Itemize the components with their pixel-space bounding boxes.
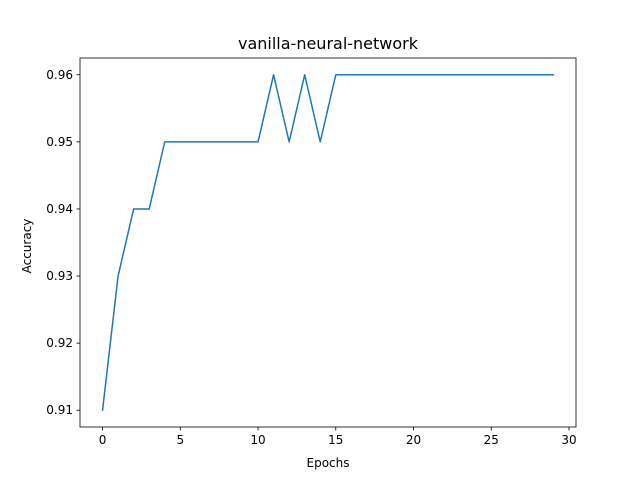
y-tick-label: 0.95 (46, 135, 73, 149)
x-axis-label: Epochs (307, 456, 350, 470)
plot-frame (79, 57, 577, 428)
x-tick-label: 30 (561, 433, 576, 447)
series-line (101, 74, 555, 412)
x-tick-label: 10 (250, 433, 265, 447)
y-tick-label: 0.96 (46, 68, 73, 82)
y-tick-label: 0.94 (46, 202, 73, 216)
y-tick-label: 0.91 (46, 403, 73, 417)
x-tick-label: 0 (99, 433, 107, 447)
y-tick-label: 0.93 (46, 269, 73, 283)
y-axis-label: Accuracy (20, 219, 34, 274)
x-tick-label: 5 (176, 433, 184, 447)
plot-area: 0 5 10 15 20 25 30 0.91 0.92 0.93 0.94 0.95 0.96 (46, 57, 577, 447)
x-tick-label: 25 (484, 433, 499, 447)
y-tick-label: 0.92 (46, 336, 73, 350)
chart-title: vanilla-neural-network (238, 34, 419, 53)
x-tick-label: 15 (328, 433, 343, 447)
x-tick-label: 20 (406, 433, 421, 447)
